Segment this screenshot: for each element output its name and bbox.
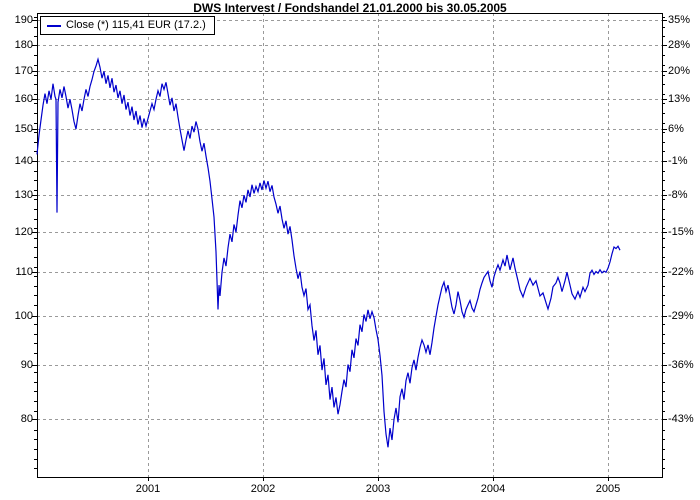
y-axis-left-label: 90 [20,358,33,371]
close-price-line [36,57,621,448]
y-axis-left-label: 130 [14,188,33,201]
y-axis-right-label: -29% [668,309,694,322]
y-axis-right-label: -22% [668,265,694,278]
x-axis-year-label: 2002 [250,483,276,495]
x-axis-year-label: 2004 [480,483,506,495]
plot-frame [37,13,663,478]
y-axis-right-label: 28% [668,38,691,51]
y-axis-right-label: 13% [668,92,691,105]
y-axis-right-label: 20% [668,64,691,77]
y-axis-right-label: -8% [668,188,688,201]
y-axis-left-label: 170 [14,64,33,77]
y-axis-left-label: 180 [14,38,33,51]
y-axis-left-label: 100 [14,309,33,322]
y-axis-left-label: 120 [14,225,33,238]
y-axis-left-label: 190 [14,13,33,26]
chart-title: DWS Intervest / Fondshandel 21.01.2000 b… [193,1,507,15]
y-axis-left-label: 80 [20,412,33,425]
y-axis-right-label: -1% [668,154,688,167]
y-axis-right-label: 6% [668,122,684,135]
y-axis-left-label: 150 [14,122,33,135]
y-axis-right-label: -43% [668,412,694,425]
y-axis-right-label: -36% [668,358,694,371]
y-axis-right-label: -15% [668,225,694,238]
y-axis-right-label: 35% [668,13,691,26]
y-axis-left-label: 110 [15,265,33,278]
x-axis-year-label: 2001 [135,483,161,495]
y-axis-left-label: 140 [14,154,33,167]
y-axis-left-label: 160 [14,92,33,105]
legend: Close (*) 115,41 EUR (17.2.) [40,16,215,35]
x-axis-year-label: 2003 [365,483,391,495]
x-axis-year-label: 2005 [595,483,621,495]
legend-line-sample-icon [47,24,61,27]
legend-label: Close (*) 115,41 EUR (17.2.) [66,18,206,31]
